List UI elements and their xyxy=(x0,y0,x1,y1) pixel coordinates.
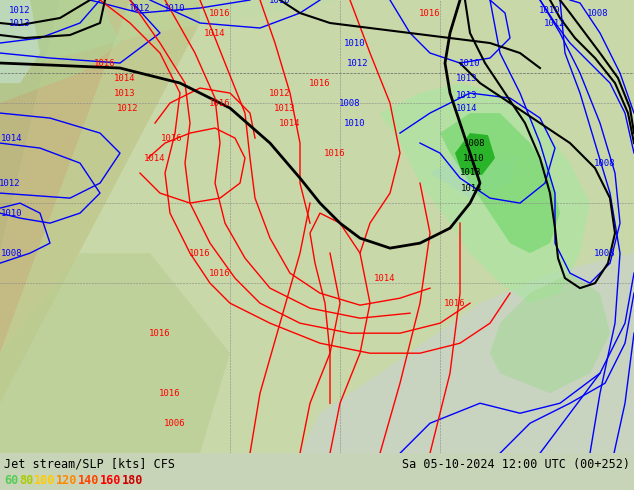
Text: 1013: 1013 xyxy=(114,89,136,98)
Text: 1010: 1010 xyxy=(1,209,23,218)
Text: 1012: 1012 xyxy=(129,3,151,13)
Polygon shape xyxy=(0,0,120,103)
Text: 1008: 1008 xyxy=(594,159,616,168)
Text: 1012: 1012 xyxy=(269,89,291,98)
Text: 1010: 1010 xyxy=(463,153,485,163)
Text: 1014: 1014 xyxy=(114,74,136,82)
Text: 1014: 1014 xyxy=(462,184,482,193)
Text: 1016: 1016 xyxy=(444,299,466,308)
Text: 1008: 1008 xyxy=(587,8,609,18)
Polygon shape xyxy=(455,133,495,175)
Text: Sa 05-10-2024 12:00 UTC (00+252): Sa 05-10-2024 12:00 UTC (00+252) xyxy=(402,458,630,471)
Text: 1008: 1008 xyxy=(594,248,616,258)
Polygon shape xyxy=(0,0,40,83)
Text: 1006: 1006 xyxy=(164,419,186,428)
Text: 1016: 1016 xyxy=(309,78,331,88)
Text: 1014: 1014 xyxy=(145,153,165,163)
Polygon shape xyxy=(0,0,340,73)
Text: 1010: 1010 xyxy=(459,58,481,68)
Text: 1014: 1014 xyxy=(204,28,226,38)
Text: 1010: 1010 xyxy=(540,5,560,15)
Text: 1008: 1008 xyxy=(464,139,486,147)
Text: 1012: 1012 xyxy=(0,178,21,188)
Text: 1016: 1016 xyxy=(94,58,116,68)
Text: 1012: 1012 xyxy=(347,58,369,68)
Polygon shape xyxy=(300,253,634,453)
Text: 1013: 1013 xyxy=(10,19,31,27)
Text: 1016: 1016 xyxy=(209,8,231,18)
Text: 120: 120 xyxy=(56,473,77,487)
Text: 140: 140 xyxy=(78,473,100,487)
Polygon shape xyxy=(0,0,60,253)
Text: 1010: 1010 xyxy=(344,39,366,48)
Text: 1013: 1013 xyxy=(460,168,482,176)
Text: 1014: 1014 xyxy=(1,134,23,143)
Text: 1014: 1014 xyxy=(279,119,301,127)
Polygon shape xyxy=(0,0,200,403)
Text: 1010: 1010 xyxy=(269,0,291,4)
Text: 1016: 1016 xyxy=(419,8,441,18)
Text: 1012: 1012 xyxy=(544,19,566,27)
Text: 60: 60 xyxy=(4,473,18,487)
Polygon shape xyxy=(490,273,610,393)
Text: 1013: 1013 xyxy=(456,74,478,82)
Text: 1013: 1013 xyxy=(456,91,478,99)
Text: 1016: 1016 xyxy=(149,329,171,338)
Text: 1010: 1010 xyxy=(344,119,366,127)
Text: 1014: 1014 xyxy=(374,273,396,283)
Text: 1013: 1013 xyxy=(275,103,295,113)
Polygon shape xyxy=(0,253,230,453)
Text: 160: 160 xyxy=(100,473,121,487)
Text: 1014: 1014 xyxy=(456,103,478,113)
Text: 1016: 1016 xyxy=(209,98,231,108)
Text: 1008: 1008 xyxy=(339,98,361,108)
Polygon shape xyxy=(0,0,130,353)
Text: 1016: 1016 xyxy=(324,148,346,158)
Text: 80: 80 xyxy=(19,473,33,487)
Text: 1012: 1012 xyxy=(117,103,139,113)
Text: 1008: 1008 xyxy=(1,248,23,258)
Text: 1016: 1016 xyxy=(209,269,231,278)
Text: 100: 100 xyxy=(34,473,55,487)
Text: 1016: 1016 xyxy=(161,134,183,143)
Polygon shape xyxy=(440,113,560,253)
Polygon shape xyxy=(380,83,590,303)
Text: 1016: 1016 xyxy=(190,248,210,258)
Text: 180: 180 xyxy=(122,473,143,487)
Polygon shape xyxy=(430,143,520,198)
Text: 1012: 1012 xyxy=(10,5,31,15)
Text: 1016: 1016 xyxy=(159,389,181,398)
Polygon shape xyxy=(0,0,634,453)
Text: 1010: 1010 xyxy=(164,3,186,13)
Text: Jet stream/SLP [kts] CFS: Jet stream/SLP [kts] CFS xyxy=(4,458,175,471)
